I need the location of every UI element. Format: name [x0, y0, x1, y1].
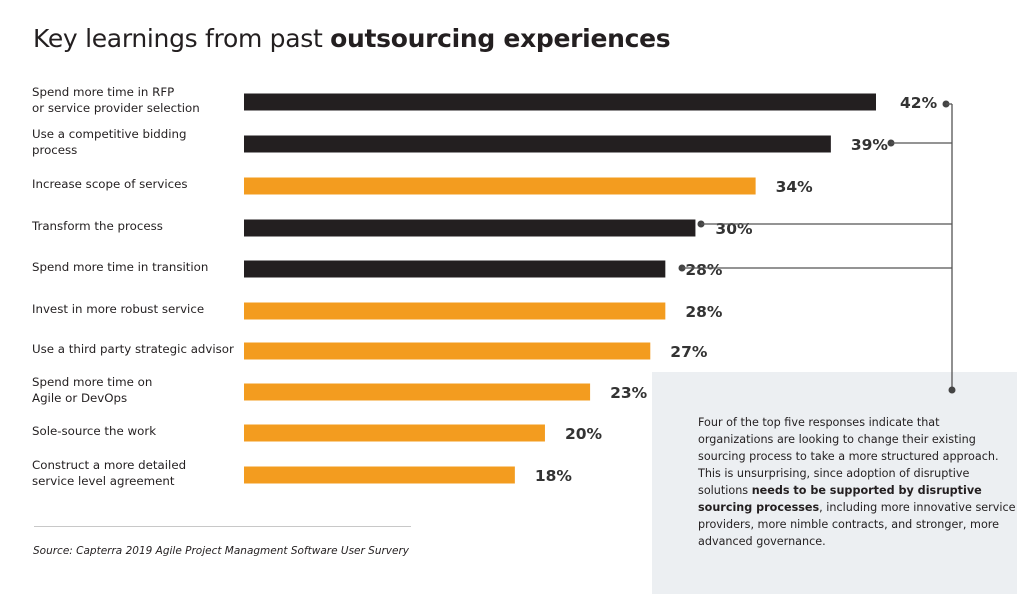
- note-box: [652, 372, 1017, 594]
- category-label-1-line-1: Spend more time in RFP: [32, 85, 174, 99]
- bar-7: [244, 342, 651, 360]
- note-text: Four of the top five responses indicate …: [698, 414, 1017, 550]
- note-text-bold: needs to be supported by disruptive sour…: [698, 484, 982, 514]
- category-label-9: Sole-source the work: [32, 424, 156, 438]
- chart-title-regular: Key learnings from past: [33, 24, 331, 53]
- bar-1: [244, 93, 876, 111]
- category-label-2-line-2: process: [32, 143, 77, 157]
- category-label-7: Use a third party strategic advisor: [32, 342, 234, 356]
- value-label-7: 27%: [670, 343, 708, 361]
- bar-10: [244, 466, 515, 484]
- value-label-5: 28%: [685, 261, 723, 279]
- bar-4: [244, 219, 696, 237]
- note-text-part1: Four of the top five responses indicate …: [698, 416, 999, 497]
- category-label-3: Increase scope of services: [32, 177, 188, 191]
- bar-5: [244, 260, 666, 278]
- category-label-5: Spend more time in transition: [32, 260, 208, 274]
- bar-8: [244, 383, 591, 401]
- value-label-1: 42%: [900, 94, 938, 112]
- category-label-1-line-2: or service provider selection: [32, 101, 200, 115]
- value-label-9: 20%: [565, 425, 603, 443]
- category-label-2-line-1: Use a competitive bidding: [32, 127, 187, 141]
- category-label-8-line-1: Spend more time on: [32, 375, 152, 389]
- value-label-3: 34%: [776, 178, 814, 196]
- chart-title-bold: outsourcing experiences: [330, 24, 671, 53]
- note-text-part2: , including more innovative service prov…: [698, 501, 1016, 548]
- chart-title: Key learnings from past outsourcing expe…: [33, 24, 671, 53]
- value-label-2: 39%: [851, 136, 889, 154]
- value-label-10: 18%: [535, 467, 573, 485]
- value-label-6: 28%: [685, 303, 723, 321]
- value-label-8: 23%: [610, 384, 648, 402]
- bar-2: [244, 135, 831, 153]
- source-citation: Source: Capterra 2019 Agile Project Mana…: [33, 545, 409, 557]
- connector-end-dot: [948, 386, 956, 394]
- category-label-10-line-2: service level agreement: [32, 474, 175, 488]
- category-label-4: Transform the process: [31, 219, 163, 233]
- category-label-6: Invest in more robust service: [32, 302, 204, 316]
- bar-6: [244, 302, 666, 320]
- bar-3: [244, 177, 756, 195]
- category-label-10-line-1: Construct a more detailed: [32, 458, 186, 472]
- bar-9: [244, 424, 545, 442]
- category-label-8-line-2: Agile or DevOps: [32, 391, 127, 405]
- value-label-4: 30%: [715, 220, 753, 238]
- source-divider: [34, 526, 411, 527]
